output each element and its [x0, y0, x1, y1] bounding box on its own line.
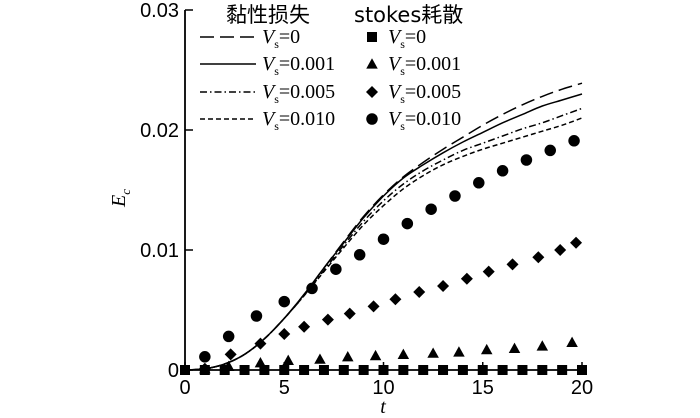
- data-point: [536, 340, 549, 351]
- y-axis-label-main: E: [108, 195, 130, 208]
- data-point: [453, 346, 465, 357]
- data-point: [314, 353, 326, 364]
- series-markers-stokes-v-s-0-001: [199, 336, 578, 374]
- x-axis-label: t: [380, 396, 386, 418]
- data-point: [250, 310, 263, 322]
- legend-label-viscous-v-s-0: Vs=0: [262, 26, 300, 51]
- data-point: [199, 351, 211, 363]
- x-tick-label: 0: [179, 377, 190, 399]
- data-point: [254, 337, 267, 350]
- x-axis-title: t: [380, 396, 386, 418]
- y-tick-label: 0.03: [140, 0, 179, 22]
- legend-label-stokes-v-s-0-010: Vs=0.010: [388, 108, 461, 133]
- data-point: [224, 348, 237, 361]
- data-point: [532, 251, 545, 264]
- series-markers-stokes-v-s-0-010: [199, 135, 580, 363]
- data-point: [298, 320, 311, 333]
- legend-marker-stokes-v-s-0: [367, 32, 377, 42]
- data-point: [342, 351, 354, 362]
- data-point: [480, 343, 493, 355]
- y-tick-label: 0.01: [140, 240, 179, 262]
- data-point: [520, 154, 533, 166]
- legend-label-viscous-v-s-0-001: Vs=0.001: [262, 53, 335, 78]
- data-point: [278, 328, 291, 340]
- data-point: [343, 307, 356, 320]
- data-point: [254, 357, 267, 368]
- x-tick-label: 15: [472, 377, 494, 399]
- data-point: [506, 258, 519, 271]
- data-point: [321, 313, 334, 326]
- data-point: [222, 360, 235, 371]
- x-tick-label: 5: [279, 377, 290, 399]
- legend-marker-stokes-v-s-0-010: [366, 113, 378, 125]
- legend-title-viscous: 黏性损失: [226, 3, 310, 27]
- y-axis-label: Ec: [108, 189, 133, 208]
- legend-label-viscous-v-s-0-010: Vs=0.010: [262, 108, 335, 133]
- data-point: [425, 203, 437, 215]
- data-point: [278, 295, 290, 308]
- data-point: [566, 336, 578, 347]
- data-point: [377, 233, 390, 245]
- x-tick-label: 20: [571, 377, 593, 399]
- data-point: [389, 293, 402, 306]
- data-point: [367, 300, 380, 313]
- data-point: [554, 244, 567, 256]
- data-point: [544, 144, 556, 157]
- legend-title-stokes: stokes耗散: [354, 3, 463, 27]
- axes: 0 5 10 15 20 0 0.01 0.02 0.03: [140, 0, 593, 399]
- data-point: [369, 349, 382, 361]
- data-point: [222, 330, 235, 343]
- legend: 黏性损失 stokes耗散 Vs=0Vs=0.001Vs=0.005Vs=0.0…: [200, 3, 463, 133]
- data-point: [449, 190, 461, 202]
- y-axis-title: Ec: [108, 189, 133, 208]
- data-point: [413, 286, 426, 298]
- data-point: [460, 272, 473, 285]
- series-line-viscous-v-s-0-010: [184, 117, 583, 371]
- legend-label-stokes-v-s-0-005: Vs=0.005: [388, 81, 461, 106]
- plot-area: [180, 82, 587, 375]
- legend-marker-stokes-v-s-0-001: [366, 58, 378, 69]
- y-axis-label-sub: c: [118, 189, 133, 195]
- data-point: [568, 135, 580, 147]
- series-line-viscous-v-s-0-005: [184, 107, 583, 371]
- data-point: [198, 362, 211, 375]
- data-point: [397, 348, 410, 359]
- data-point: [330, 263, 342, 275]
- x-tick-label: 10: [372, 377, 394, 399]
- data-point: [473, 177, 485, 189]
- data-point: [401, 217, 414, 230]
- legend-label-viscous-v-s-0-005: Vs=0.005: [262, 81, 335, 106]
- data-point: [570, 236, 583, 249]
- legend-label-stokes-v-s-0: Vs=0: [388, 26, 426, 51]
- data-point: [482, 265, 495, 278]
- legend-label-stokes-v-s-0-001: Vs=0.001: [388, 53, 461, 78]
- data-point: [437, 280, 450, 292]
- legend-marker-stokes-v-s-0-005: [366, 86, 378, 98]
- series-markers-stokes-v-s-0-005: [198, 236, 583, 375]
- y-tick-label: 0.02: [140, 120, 179, 142]
- data-point: [496, 165, 509, 177]
- data-point: [427, 347, 439, 358]
- data-point: [353, 249, 366, 261]
- data-point: [508, 342, 521, 353]
- y-tick-label: 0: [168, 360, 179, 382]
- data-point: [282, 354, 294, 365]
- data-point: [306, 282, 318, 295]
- series-line-viscous-v-s-0-001: [184, 93, 583, 371]
- series-line-viscous-v-s-0: [184, 82, 583, 371]
